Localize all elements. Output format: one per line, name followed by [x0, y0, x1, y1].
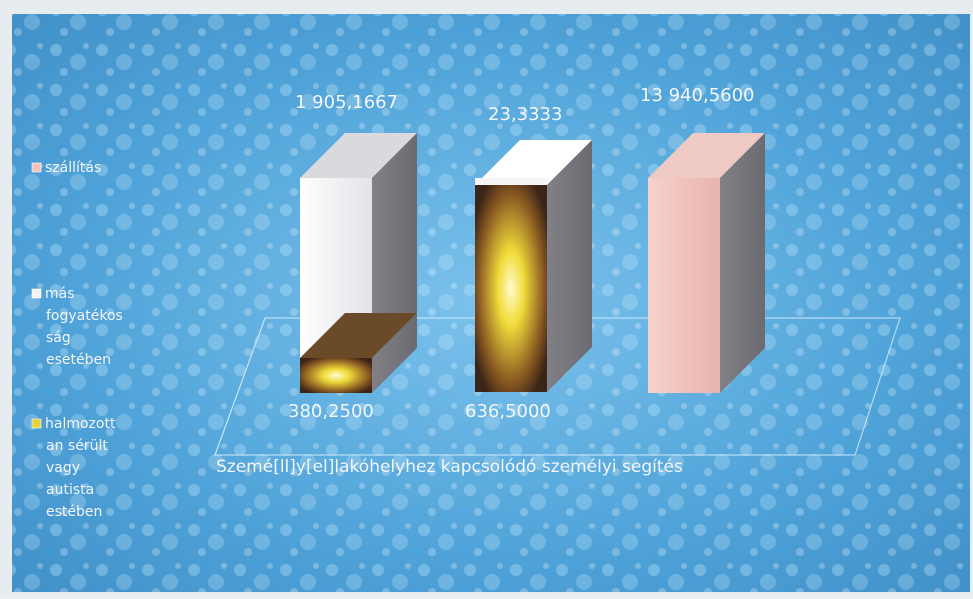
legend-item: más fogyatékos ság esetében	[31, 286, 123, 368]
legend-label: esetében	[46, 352, 111, 368]
legend-label: fogyatékos	[46, 308, 123, 324]
bar-halmozott-cat1	[300, 313, 417, 393]
legend-label: ság	[46, 330, 71, 346]
bars-group	[300, 133, 765, 393]
bar-mas-cat2-cap	[475, 178, 547, 185]
bar-halmozott-cat2-top	[475, 140, 592, 185]
legend-item: szállítás	[31, 160, 101, 176]
legend-swatch	[31, 288, 42, 299]
bar-halmozott-cat1-top	[300, 313, 417, 358]
legend-item: halmozott an sérült vagy autista estében	[31, 416, 116, 520]
legend-label: halmozott	[45, 416, 116, 432]
bar-mas-cat1-top	[300, 133, 417, 178]
data-labels-group: 1 905,1667 23,3333 13 940,5600 380,2500 636,…	[288, 85, 755, 422]
bar-szallitas-cat2-front	[648, 178, 720, 393]
legend-label: vagy	[46, 460, 80, 476]
data-label: 13 940,5600	[640, 85, 755, 106]
bar-halmozott-cat2	[475, 140, 592, 392]
floor-depth-edge	[214, 317, 266, 456]
bar-halmozott-cat2-front	[475, 185, 547, 392]
legend-label: szállítás	[45, 160, 101, 176]
category-axis-label: Szemé[ll]y[el]lakóhelyhez kapcsolódó sze…	[216, 457, 683, 477]
legend-swatch	[31, 418, 42, 429]
bar-halmozott-cat1-front	[300, 358, 372, 393]
legend-label: autista	[46, 482, 94, 498]
legend: szállítás más fogyatékos ság esetében halmozo…	[31, 160, 123, 520]
bar-szallitas-cat2-top	[648, 133, 765, 178]
legend-label: estében	[46, 504, 102, 520]
legend-label: más	[45, 286, 75, 302]
data-label: 23,3333	[488, 104, 562, 125]
legend-swatch	[31, 162, 42, 173]
bar-szallitas-cat2	[648, 133, 765, 393]
legend-label: an sérült	[46, 438, 108, 454]
data-label: 1 905,1667	[295, 92, 398, 113]
data-label: 380,2500	[288, 401, 374, 422]
data-label: 636,5000	[465, 401, 551, 422]
